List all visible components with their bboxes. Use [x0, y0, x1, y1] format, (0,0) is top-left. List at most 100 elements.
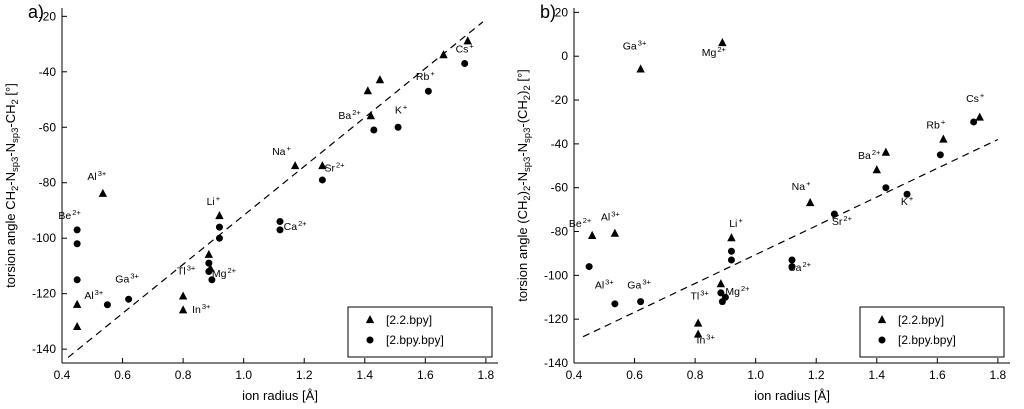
x-axis-title: ion radius [Å] [242, 388, 318, 403]
ion-label: Ga3+ [115, 272, 139, 286]
panel-b: 0.4 0.6 0.8 1.0 1.2 1.4 1.6 1.8 -140 -120 -100 -80 -… [512, 0, 1024, 409]
data-point-triangle [636, 64, 645, 73]
data-point-triangle [439, 50, 448, 59]
data-point-circle [394, 123, 402, 131]
legend-label: [2.bpy.bpy] [386, 333, 444, 347]
data-point-triangle [318, 161, 327, 170]
ion-label: Li+ [207, 194, 221, 208]
data-point-circle [637, 298, 645, 306]
data-point-triangle [805, 198, 815, 207]
data-point-triangle [975, 112, 984, 121]
ion-label: K+ [395, 102, 408, 116]
ion-label: Li+ [729, 216, 743, 230]
x-tick-label: 1.0 [747, 368, 764, 382]
data-point-triangle [463, 36, 472, 45]
ion-label: Cs+ [966, 91, 985, 105]
ion-label: In3+ [192, 302, 211, 316]
y-tick-label: -20 [39, 9, 57, 23]
x-tick-label: 1.6 [929, 368, 946, 382]
data-point-triangle [716, 279, 726, 288]
x-tick-label: 1.6 [417, 368, 434, 382]
data-point-circle [585, 263, 593, 271]
y-tick-label: -80 [39, 176, 57, 190]
data-point-triangle [727, 233, 736, 242]
x-tick-label: 0.8 [175, 368, 192, 382]
data-point-circle [882, 184, 890, 192]
ion-label: Rb+ [416, 69, 435, 83]
legend-box [347, 306, 493, 358]
data-point-circle [73, 240, 81, 248]
data-point-circle [970, 118, 978, 126]
ion-label: Ga3+ [623, 39, 647, 53]
data-point-circle [276, 226, 284, 234]
x-tick-label: 1.0 [235, 368, 252, 382]
data-point-circle [461, 59, 469, 67]
ion-label: Ba2+ [338, 108, 361, 122]
y-tick-label: -140 [544, 356, 568, 370]
ion-label: Rb+ [926, 118, 945, 132]
legend-label: [2.2.bpy] [898, 313, 944, 327]
data-point-circle [903, 190, 911, 198]
data-point-circle [73, 226, 81, 234]
ion-label: Sr2+ [324, 161, 345, 175]
data-point-circle [370, 126, 378, 134]
x-tick-label: 0.6 [114, 368, 131, 382]
ion-label: Mg2+ [725, 284, 750, 298]
ion-label: Ca2+ [788, 260, 812, 274]
y-tick-label: -20 [551, 93, 569, 107]
y-tick-label: -80 [551, 225, 569, 239]
x-tick-label: 1.2 [808, 368, 825, 382]
data-point-circle [205, 267, 213, 275]
data-point-triangle [610, 228, 620, 237]
ion-label: Sr2+ [832, 214, 853, 228]
legend-label: [2.2.bpy] [386, 313, 432, 327]
panel-letter-a: a) [28, 2, 45, 22]
y-tick-label: 20 [555, 5, 569, 19]
data-point-circle [215, 234, 223, 242]
ion-label: Ca2+ [284, 219, 308, 233]
data-point-circle [276, 218, 284, 226]
data-point-circle [727, 256, 735, 264]
data-point-circle [125, 295, 133, 303]
data-point-circle [103, 301, 111, 309]
x-tick-label: 1.8 [990, 368, 1007, 382]
ion-label: K+ [901, 194, 914, 208]
trend-line [67, 21, 484, 358]
x-tick-label: 0.4 [566, 368, 583, 382]
legend-marker-circle [366, 336, 374, 344]
ion-label: Be2+ [58, 208, 81, 222]
trend-line [582, 138, 999, 338]
x-tick-label: 1.4 [868, 368, 885, 382]
y-tick-label: 0 [561, 49, 568, 63]
data-point-triangle [72, 321, 82, 331]
x-tick-label: 1.2 [296, 368, 313, 382]
data-point-circle [727, 247, 735, 255]
ion-label: Tl3+ [177, 263, 196, 277]
y-tick-label: -40 [39, 65, 57, 79]
ion-label: Al3+ [601, 210, 621, 224]
x-tick-label: 0.4 [54, 368, 71, 382]
data-point-triangle [178, 305, 188, 314]
y-tick-label: -40 [551, 137, 569, 151]
data-point-triangle [72, 299, 82, 308]
data-point-triangle [939, 134, 948, 143]
scatter-chart-b: 0.4 0.6 0.8 1.0 1.2 1.4 1.6 1.8 -140 -120 -100 -80 -… [515, 5, 1010, 403]
legend-marker-circle [878, 336, 886, 344]
data-point-circle [788, 263, 796, 271]
y-axis-title: torsion angle CH2-Nsp3-Nsp3-CH2 [°] [3, 83, 21, 288]
x-tick-label: 1.8 [478, 368, 495, 382]
ion-label: Cs+ [456, 41, 475, 55]
panel-letter-b: b) [540, 2, 557, 22]
data-point-circle [788, 256, 796, 264]
y-tick-label: -120 [32, 287, 56, 301]
data-point-triangle [693, 329, 703, 338]
legend-marker-triangle [365, 315, 375, 324]
data-point-circle [717, 289, 725, 297]
legend-box [859, 306, 1005, 358]
x-tick-label: 0.6 [626, 368, 643, 382]
y-tick-label: -60 [39, 120, 57, 134]
data-point-triangle [178, 291, 188, 300]
data-point-triangle [375, 75, 385, 84]
ion-label: Al3+ [87, 169, 107, 183]
